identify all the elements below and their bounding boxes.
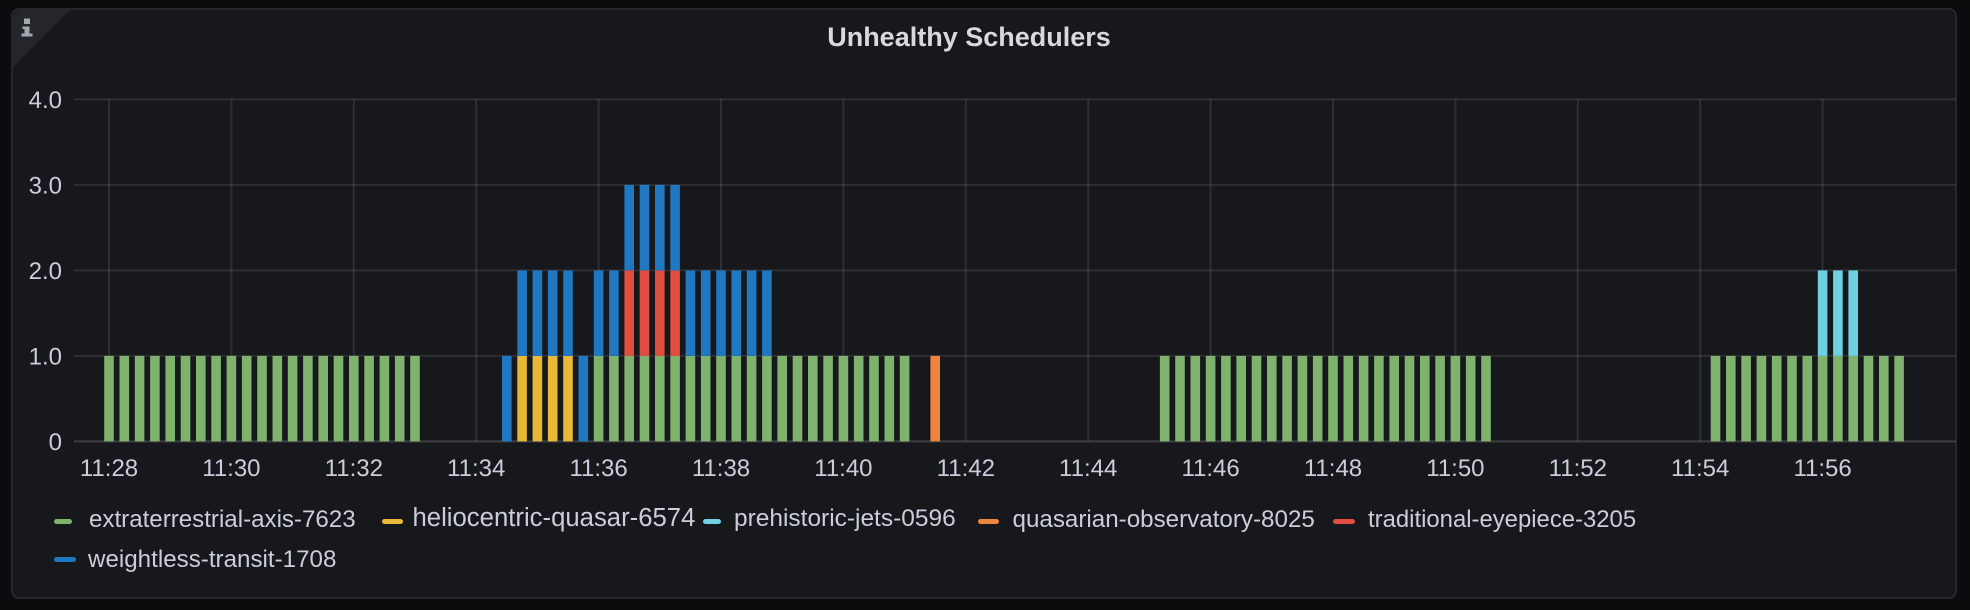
svg-text:1.0: 1.0 <box>29 343 62 370</box>
svg-text:11:34: 11:34 <box>447 455 505 482</box>
svg-text:11:56: 11:56 <box>1793 455 1851 482</box>
svg-text:11:38: 11:38 <box>692 455 750 482</box>
svg-text:11:32: 11:32 <box>325 455 383 482</box>
svg-text:11:44: 11:44 <box>1059 455 1117 482</box>
svg-text:11:40: 11:40 <box>814 455 872 482</box>
svg-text:2.0: 2.0 <box>29 258 62 285</box>
svg-text:11:54: 11:54 <box>1671 455 1729 482</box>
svg-text:4.0: 4.0 <box>29 87 62 114</box>
svg-text:11:28: 11:28 <box>80 455 138 482</box>
svg-text:11:30: 11:30 <box>202 455 260 482</box>
svg-text:0: 0 <box>49 429 62 456</box>
svg-text:11:52: 11:52 <box>1549 455 1607 482</box>
svg-text:3.0: 3.0 <box>29 172 62 199</box>
svg-text:11:50: 11:50 <box>1426 455 1484 482</box>
svg-text:11:48: 11:48 <box>1304 455 1362 482</box>
svg-text:11:42: 11:42 <box>937 455 995 482</box>
svg-text:11:46: 11:46 <box>1181 455 1239 482</box>
svg-text:11:36: 11:36 <box>569 455 627 482</box>
